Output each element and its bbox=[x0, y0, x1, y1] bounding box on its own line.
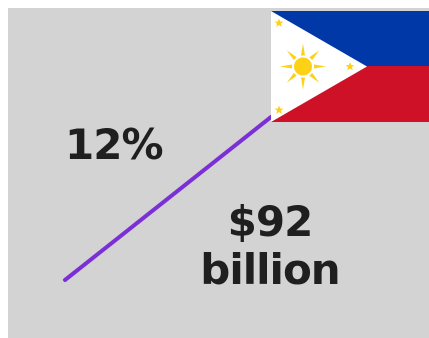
amount-value: $92 bbox=[227, 197, 314, 246]
flag-sun-icon bbox=[280, 43, 326, 90]
flag-star-icon bbox=[274, 18, 355, 114]
amount-unit: billion bbox=[200, 245, 340, 294]
amount-label: $92 billion bbox=[170, 198, 370, 294]
infographic-panel: 12% $92 billion bbox=[8, 8, 429, 338]
growth-percent-label: 12% bbox=[65, 120, 164, 169]
growth-trend-line bbox=[63, 115, 273, 282]
trend-line bbox=[63, 115, 273, 282]
philippines-flag-icon bbox=[271, 11, 429, 122]
